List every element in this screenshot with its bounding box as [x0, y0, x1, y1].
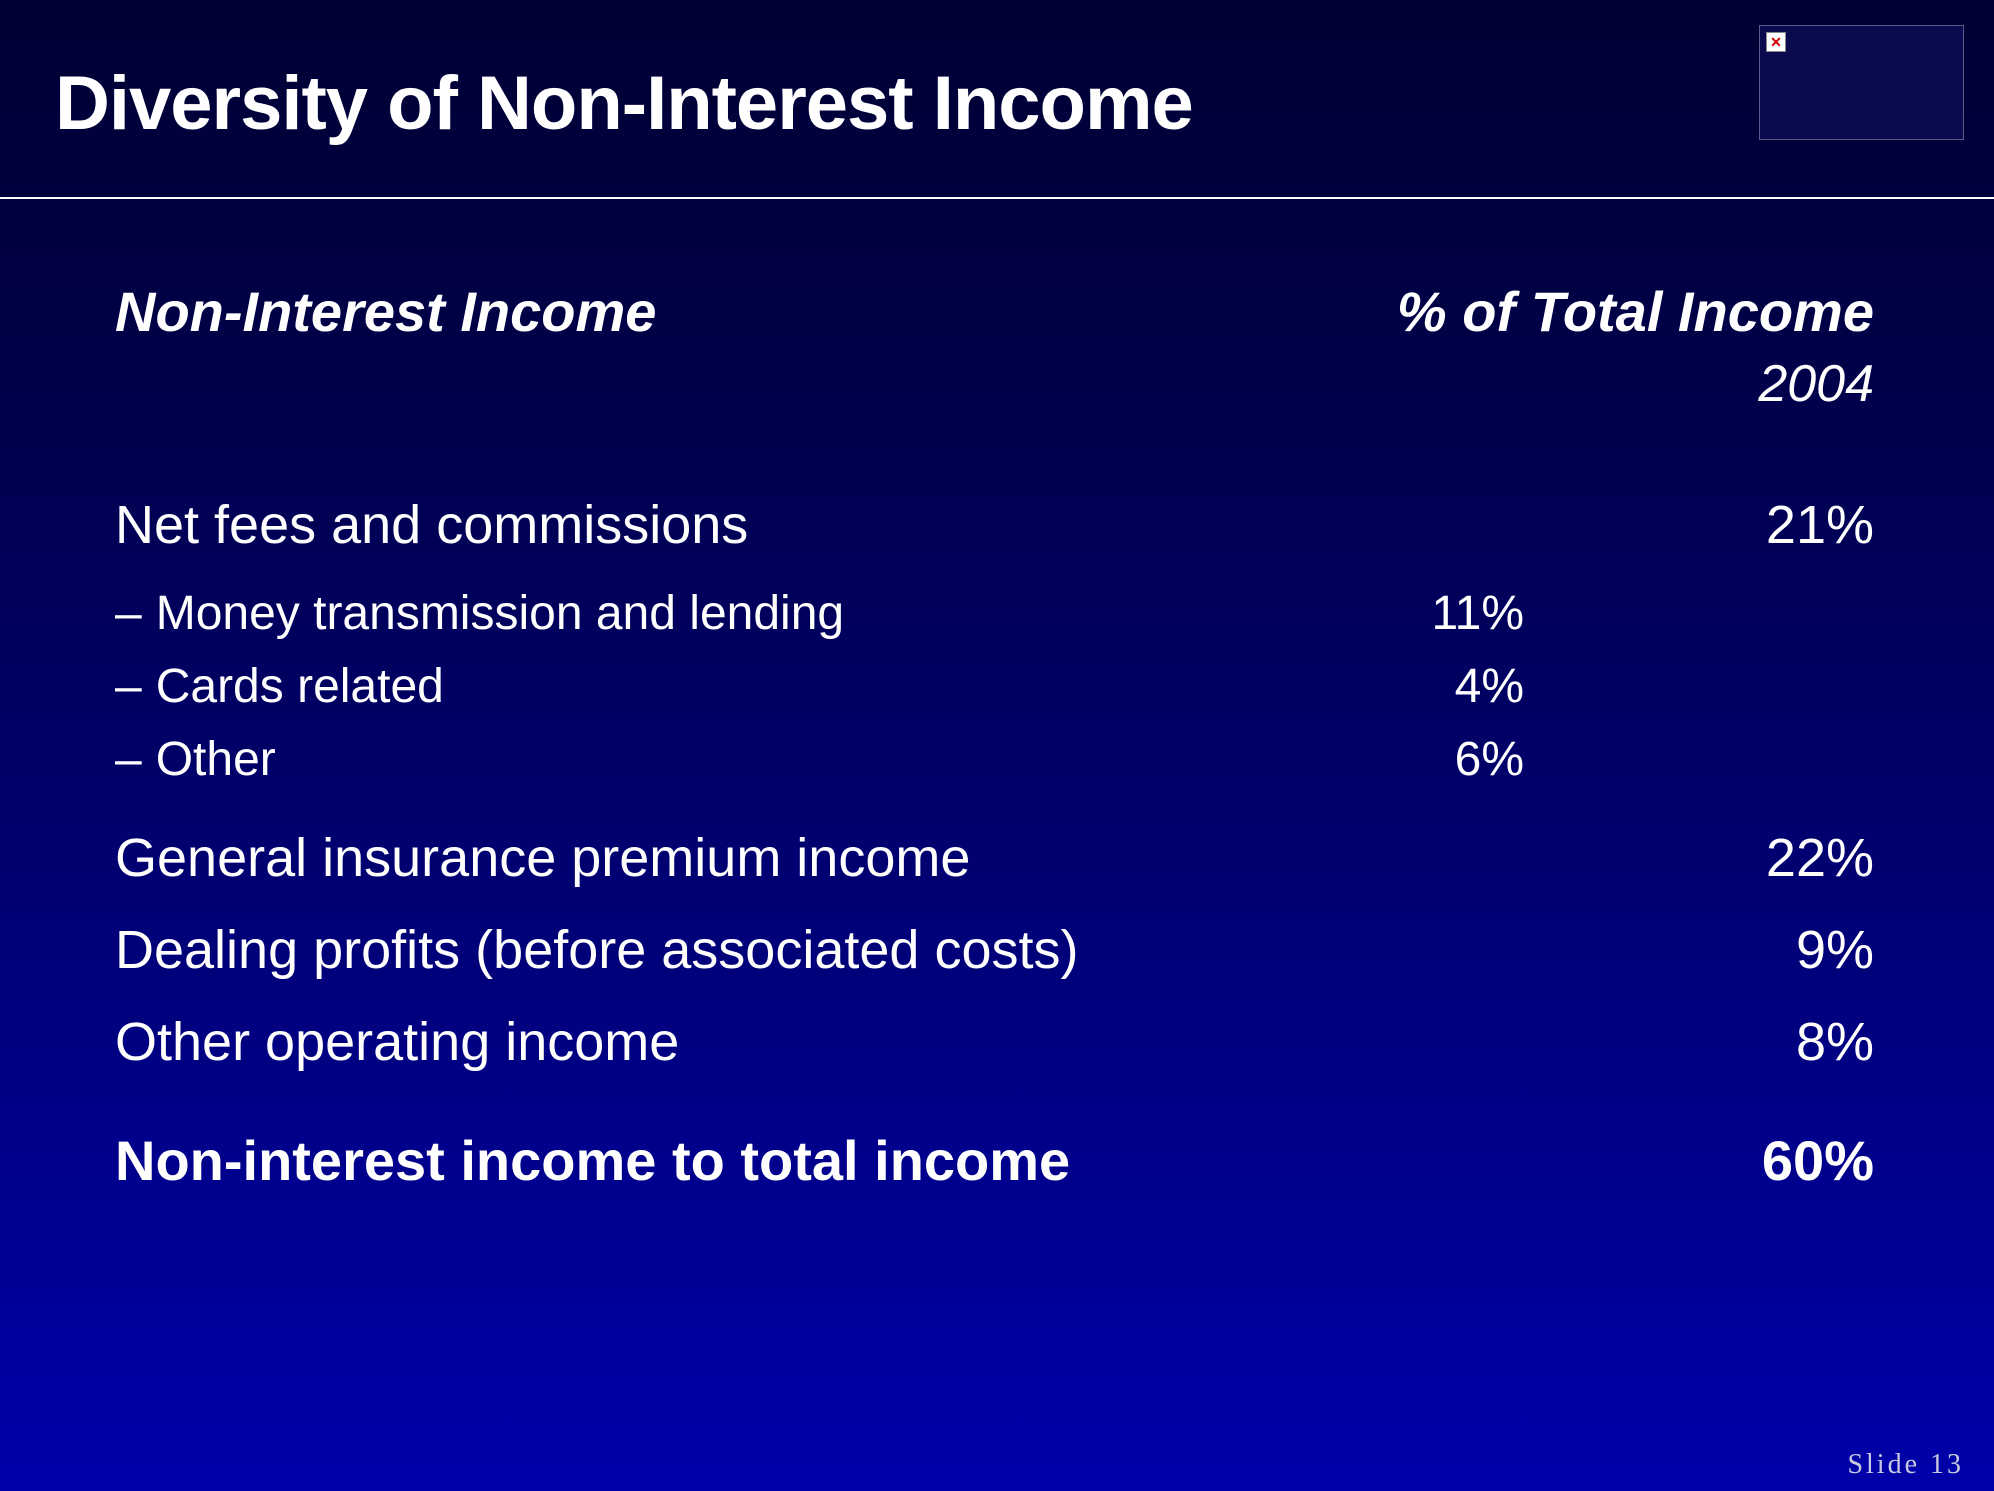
total-value: 60% [1694, 1128, 1874, 1193]
slide-number: Slide 13 [1847, 1449, 1964, 1481]
row-value: 8% [1694, 1011, 1874, 1073]
row-label: Dealing profits (before associated costs… [115, 919, 1078, 981]
row-label: General insurance premium income [115, 827, 970, 889]
row-value: 21% [1694, 494, 1874, 556]
row-value: 9% [1694, 919, 1874, 981]
dash-icon: – [115, 586, 142, 641]
table-row: General insurance premium income 22% [115, 827, 1874, 889]
dash-icon: – [115, 659, 142, 714]
subrow-label: Cards related [156, 659, 444, 714]
header-right: % of Total Income [1397, 279, 1874, 344]
row-value: 22% [1694, 827, 1874, 889]
total-row: Non-interest income to total income 60% [115, 1128, 1874, 1193]
table-header-row: Non-Interest Income % of Total Income [115, 279, 1874, 344]
table-row: Dealing profits (before associated costs… [115, 919, 1874, 981]
slide-title: Diversity of Non-Interest Income [0, 0, 1994, 147]
subrow-label: Money transmission and lending [156, 586, 844, 641]
total-label: Non-interest income to total income [115, 1128, 1070, 1193]
broken-image-x: ✕ [1770, 35, 1782, 49]
subrow-value: 6% [1344, 732, 1524, 787]
header-left: Non-Interest Income [115, 279, 656, 344]
broken-image-icon: ✕ [1766, 32, 1786, 52]
table-row: Net fees and commissions 21% [115, 494, 1874, 556]
header-year: 2004 [115, 354, 1874, 414]
subrow-value: 4% [1344, 659, 1524, 714]
subrow-label: Other [156, 732, 276, 787]
row-label: Other operating income [115, 1011, 679, 1073]
table-row: Other operating income 8% [115, 1011, 1874, 1073]
row-label: Net fees and commissions [115, 494, 748, 556]
table-subrow: – Other 6% [115, 732, 1874, 787]
table-subrow: – Money transmission and lending 11% [115, 586, 1874, 641]
content-area: Non-Interest Income % of Total Income 20… [0, 199, 1994, 1193]
dash-icon: – [115, 732, 142, 787]
logo-placeholder-box: ✕ [1759, 25, 1964, 140]
subrow-value: 11% [1344, 586, 1524, 641]
table-subrow: – Cards related 4% [115, 659, 1874, 714]
